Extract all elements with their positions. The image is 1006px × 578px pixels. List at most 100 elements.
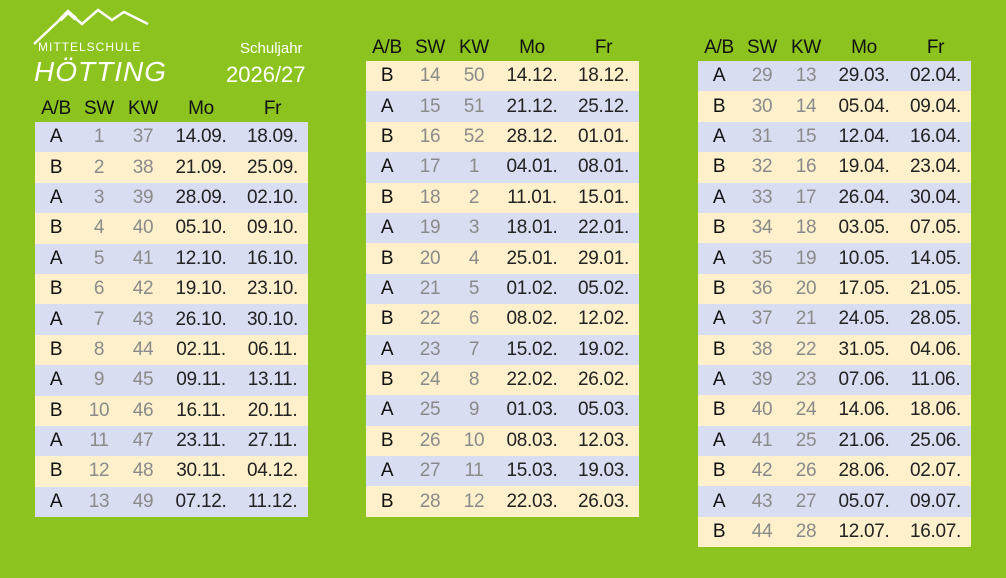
cell: 16.11. (176, 399, 226, 421)
cell: 28.05. (909, 308, 962, 330)
cell: 19.10. (175, 278, 227, 300)
cell: B (380, 369, 394, 391)
week-row: B 20 4 25.01. 29.01. (366, 243, 639, 274)
week-row: A 11 47 23.11. 27.11. (35, 425, 308, 457)
cell: A (49, 430, 63, 452)
cell: B (712, 399, 726, 421)
cell: 16.07. (909, 521, 962, 543)
cell: 30 (751, 95, 773, 117)
cell: B (712, 460, 726, 482)
week-row: A 9 45 09.11. 13.11. (35, 365, 308, 396)
week-row: A 13 49 07.12. 11.12. (35, 486, 308, 518)
cell: 24 (419, 369, 441, 391)
cell: B (49, 399, 63, 421)
cell: 38 (132, 156, 154, 178)
column-header: Fr (594, 36, 613, 58)
cell: 6 (468, 308, 480, 330)
cell: 03.05. (838, 217, 890, 239)
column-header: A/B (41, 97, 71, 119)
cell: 41 (132, 247, 154, 269)
cell: 22.03. (506, 490, 558, 512)
cell: 20 (419, 247, 441, 269)
cell: A (380, 217, 394, 239)
cell: 21.09. (175, 156, 227, 178)
cell: 28.12. (506, 125, 558, 147)
week-row: B 14 50 14.12. 18.12. (366, 61, 639, 92)
cell: 12.03. (577, 429, 630, 451)
week-row: B 36 20 17.05. 21.05. (698, 273, 971, 305)
cell: A (712, 308, 726, 330)
cell: 24.05. (838, 308, 890, 330)
cell: 1 (93, 126, 105, 148)
cell: 09.10. (246, 217, 299, 239)
week-row: B 26 10 08.03. 12.03. (366, 425, 639, 457)
cell: 28 (795, 521, 817, 543)
cell: 23 (795, 369, 817, 391)
cell: B (49, 156, 63, 178)
week-row: B 38 22 31.05. 04.06. (698, 334, 971, 365)
week-row: A 37 21 24.05. 28.05. (698, 304, 971, 335)
cell: 31 (751, 125, 773, 147)
cell: A (380, 338, 394, 360)
cell: B (712, 156, 726, 178)
column-header: Mo (188, 97, 214, 119)
cell: 22.01. (577, 217, 630, 239)
cell: 49 (132, 490, 154, 512)
cell: 05.07. (838, 490, 890, 512)
cell: 10.05. (838, 247, 890, 269)
cell: B (380, 125, 394, 147)
cell: 3 (468, 217, 480, 239)
cell: 11.12. (247, 490, 298, 512)
cell: 38 (751, 338, 773, 360)
cell: 37 (751, 308, 773, 330)
cell: 09.11. (176, 369, 226, 391)
schedule-table: A/B SW KW Mo Fr A 29 13 29.03. 02.04. B 30 14 05.04. 0… (698, 34, 971, 548)
week-row: B 16 52 28.12. 01.01. (366, 121, 639, 153)
schedule-table: A/B SW KW Mo Fr B 14 50 14.12. 18.12. A 15 51 21.12. 2… (366, 34, 639, 517)
cell: A (712, 369, 726, 391)
cell: 33 (751, 186, 773, 208)
cell: 21.12. (506, 95, 558, 117)
cell: 3 (93, 186, 105, 208)
cell: A (49, 308, 63, 330)
cell: 29.03. (838, 65, 890, 87)
cell: 08.01. (577, 156, 630, 178)
cell: 11 (464, 460, 484, 482)
cell: 2 (93, 156, 105, 178)
cell: 19.02. (577, 338, 630, 360)
cell: B (49, 217, 63, 239)
cell: A (712, 125, 726, 147)
cell: 28.06. (838, 460, 890, 482)
week-row: A 7 43 26.10. 30.10. (35, 304, 308, 335)
cell: 20.11. (247, 399, 298, 421)
cell: 39 (751, 369, 773, 391)
cell: A (49, 186, 63, 208)
cell: 46 (132, 399, 154, 421)
cell: 14 (795, 95, 817, 117)
cell: 40 (132, 217, 154, 239)
cell: 26 (419, 429, 441, 451)
cell: 34 (751, 217, 773, 239)
cell: A (49, 490, 63, 512)
cell: 22 (795, 338, 817, 360)
cell: 41 (751, 429, 773, 451)
cell: 45 (132, 369, 154, 391)
week-row: A 43 27 05.07. 09.07. (698, 486, 971, 517)
week-row: B 6 42 19.10. 23.10. (35, 273, 308, 305)
cell: A (380, 460, 394, 482)
cell: 16 (795, 156, 817, 178)
cell: 05.10. (175, 217, 227, 239)
cell: 50 (463, 65, 485, 87)
cell: 44 (132, 338, 154, 360)
cell: 30.10. (246, 308, 299, 330)
cell: 30.04. (909, 186, 962, 208)
cell: 44 (751, 521, 773, 543)
week-row: A 5 41 12.10. 16.10. (35, 243, 308, 274)
cell: A (380, 277, 394, 299)
cell: 35 (751, 247, 773, 269)
cell: 18.06. (909, 399, 962, 421)
cell: 01.02. (506, 277, 558, 299)
cell: 26 (795, 460, 817, 482)
cell: 22.02. (506, 369, 558, 391)
